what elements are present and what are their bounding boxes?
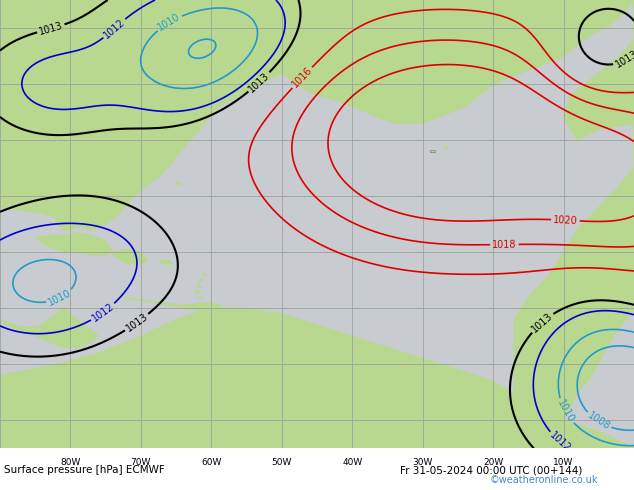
Text: ©weatheronline.co.uk: ©weatheronline.co.uk [490, 475, 598, 485]
Polygon shape [197, 284, 201, 287]
Polygon shape [444, 147, 448, 148]
Text: Fr 31-05-2024 00:00 UTC (00+144): Fr 31-05-2024 00:00 UTC (00+144) [400, 465, 583, 475]
Text: 20W: 20W [483, 458, 503, 467]
Text: 1013: 1013 [529, 311, 555, 334]
Text: 1010: 1010 [555, 398, 576, 424]
Polygon shape [120, 297, 254, 319]
Polygon shape [176, 182, 179, 184]
Polygon shape [514, 0, 634, 448]
Polygon shape [0, 0, 281, 230]
Polygon shape [158, 261, 172, 265]
Text: 1012: 1012 [101, 17, 127, 40]
Polygon shape [198, 295, 203, 298]
Text: 1013: 1013 [613, 49, 634, 70]
Text: 1010: 1010 [156, 12, 183, 33]
Text: 1013: 1013 [124, 311, 150, 334]
Text: 1020: 1020 [553, 215, 578, 226]
Text: 1012: 1012 [90, 301, 116, 323]
Text: 40W: 40W [342, 458, 363, 467]
Text: 1010: 1010 [46, 288, 73, 308]
Text: 60W: 60W [201, 458, 221, 467]
Polygon shape [36, 233, 113, 255]
Text: 1013: 1013 [37, 20, 64, 37]
Polygon shape [564, 0, 634, 140]
Polygon shape [0, 0, 634, 123]
Text: Surface pressure [hPa] ECMWF: Surface pressure [hPa] ECMWF [4, 465, 165, 475]
Polygon shape [56, 207, 84, 230]
Polygon shape [430, 150, 435, 152]
Text: 1018: 1018 [492, 240, 517, 250]
Polygon shape [0, 264, 99, 347]
Polygon shape [202, 273, 207, 276]
Text: 30W: 30W [413, 458, 433, 467]
Text: 70W: 70W [131, 458, 151, 467]
Text: 80W: 80W [60, 458, 81, 467]
Text: 1016: 1016 [290, 65, 314, 90]
Polygon shape [195, 290, 199, 293]
Text: 10W: 10W [553, 458, 574, 467]
Text: 50W: 50W [271, 458, 292, 467]
Polygon shape [0, 308, 634, 448]
Polygon shape [113, 249, 148, 264]
Polygon shape [198, 278, 203, 281]
Text: 1013: 1013 [247, 70, 271, 94]
Text: 1008: 1008 [585, 411, 611, 432]
Text: 1012: 1012 [548, 430, 573, 454]
